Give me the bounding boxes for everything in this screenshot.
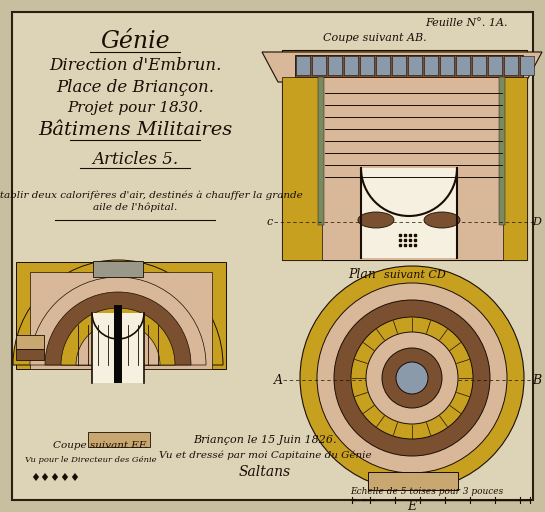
Text: Echelle de 5 toises pour 3 pouces: Echelle de 5 toises pour 3 pouces bbox=[350, 487, 503, 497]
Text: Feuille N°. 1A.: Feuille N°. 1A. bbox=[425, 18, 507, 28]
Bar bbox=[328, 56, 342, 75]
Bar bbox=[312, 56, 326, 75]
Bar bbox=[296, 56, 310, 75]
Bar bbox=[392, 56, 406, 75]
Bar bbox=[16, 349, 44, 360]
Wedge shape bbox=[45, 292, 191, 365]
Text: suivant CD: suivant CD bbox=[384, 270, 446, 280]
Circle shape bbox=[317, 283, 507, 473]
Text: B: B bbox=[532, 373, 542, 387]
Ellipse shape bbox=[358, 212, 394, 228]
Bar bbox=[488, 56, 502, 75]
Text: Projet pour 1830.: Projet pour 1830. bbox=[67, 101, 203, 115]
Circle shape bbox=[300, 266, 524, 490]
Text: Articles 5.: Articles 5. bbox=[92, 152, 178, 168]
Text: A: A bbox=[274, 373, 282, 387]
Bar bbox=[520, 56, 534, 75]
Bar bbox=[368, 472, 458, 490]
Text: Vu pour le Directeur des Génie: Vu pour le Directeur des Génie bbox=[25, 456, 156, 464]
Circle shape bbox=[351, 317, 473, 439]
Bar bbox=[114, 305, 122, 383]
Bar bbox=[16, 262, 226, 369]
Text: Plan: Plan bbox=[348, 268, 376, 282]
Bar bbox=[93, 261, 143, 277]
Text: Briançon le 15 Juin 1826.: Briançon le 15 Juin 1826. bbox=[193, 435, 337, 445]
Text: c: c bbox=[267, 217, 273, 227]
Text: Place de Briançon.: Place de Briançon. bbox=[56, 78, 214, 96]
Bar bbox=[282, 50, 527, 260]
Text: Vu et dressé par moi Capitaine du Génie: Vu et dressé par moi Capitaine du Génie bbox=[159, 450, 371, 460]
Circle shape bbox=[366, 332, 458, 424]
Wedge shape bbox=[30, 277, 206, 365]
Text: E: E bbox=[408, 500, 416, 512]
Text: Pour établir deux calorifères d'air, destinés à chauffer la grande: Pour établir deux calorifères d'air, des… bbox=[0, 190, 304, 200]
Bar bbox=[440, 56, 454, 75]
Text: ♦♦♦♦♦: ♦♦♦♦♦ bbox=[30, 473, 80, 483]
Circle shape bbox=[382, 348, 442, 408]
Bar bbox=[30, 272, 212, 369]
Text: Coupe suivant EF.: Coupe suivant EF. bbox=[53, 440, 147, 450]
Text: Saltans: Saltans bbox=[239, 465, 291, 479]
Bar bbox=[504, 56, 518, 75]
Bar bbox=[295, 55, 523, 77]
Wedge shape bbox=[92, 313, 144, 339]
Wedge shape bbox=[76, 323, 160, 365]
Text: Coupe suivant AB.: Coupe suivant AB. bbox=[323, 33, 427, 43]
Wedge shape bbox=[61, 308, 175, 365]
Bar bbox=[360, 56, 374, 75]
Circle shape bbox=[396, 362, 428, 394]
Wedge shape bbox=[361, 168, 457, 216]
Bar bbox=[376, 56, 390, 75]
Polygon shape bbox=[262, 52, 542, 82]
Bar bbox=[472, 56, 486, 75]
Circle shape bbox=[334, 300, 490, 456]
Bar bbox=[88, 432, 150, 447]
Bar bbox=[456, 56, 470, 75]
Bar bbox=[499, 77, 505, 225]
Bar bbox=[503, 77, 527, 260]
Wedge shape bbox=[13, 260, 223, 365]
Text: Direction d'Embrun.: Direction d'Embrun. bbox=[49, 56, 221, 74]
Bar bbox=[320, 77, 505, 260]
Text: aile de l'hôpital.: aile de l'hôpital. bbox=[93, 202, 177, 212]
Bar bbox=[361, 168, 457, 258]
Bar bbox=[344, 56, 358, 75]
Bar bbox=[408, 56, 422, 75]
Bar bbox=[318, 77, 324, 225]
Text: D: D bbox=[532, 217, 541, 227]
Bar bbox=[92, 313, 144, 383]
Bar bbox=[282, 77, 322, 260]
Text: Bâtimens Militaires: Bâtimens Militaires bbox=[38, 121, 232, 139]
Ellipse shape bbox=[424, 212, 460, 228]
Text: Génie: Génie bbox=[100, 31, 170, 53]
Bar bbox=[424, 56, 438, 75]
Bar bbox=[16, 335, 44, 349]
